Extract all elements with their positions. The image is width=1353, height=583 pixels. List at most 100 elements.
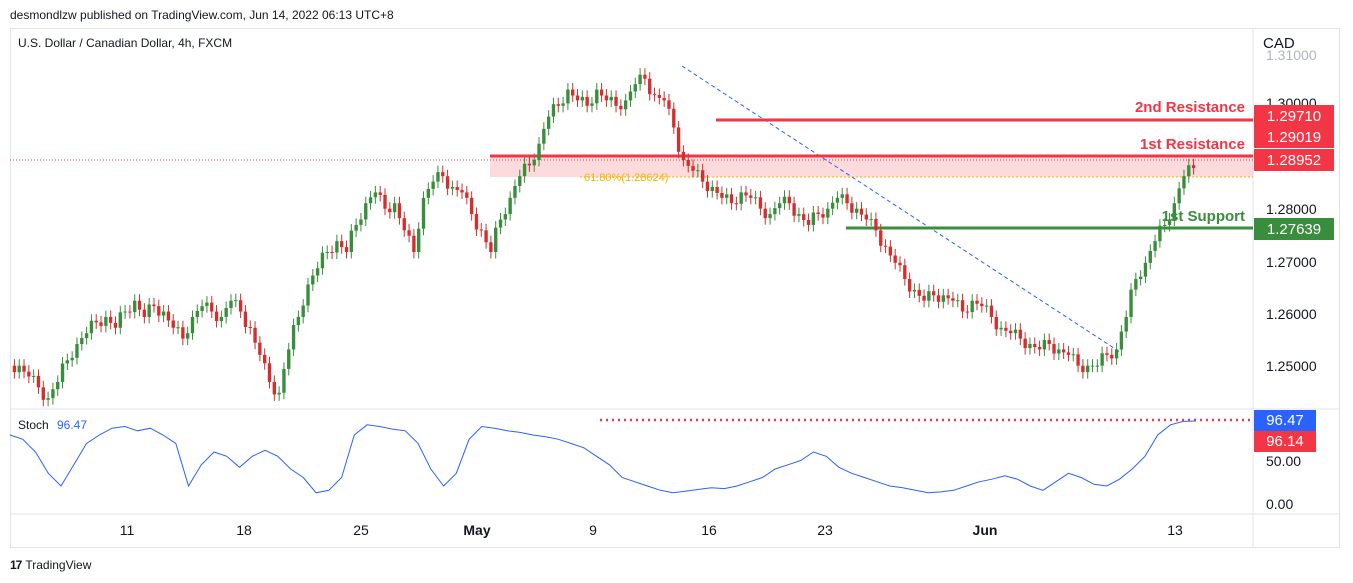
candles-group <box>12 68 1196 407</box>
candle-body <box>662 97 666 101</box>
candle-body <box>1110 354 1114 359</box>
candle-body <box>1023 338 1027 349</box>
candle-body <box>397 203 402 219</box>
candle-body <box>455 187 459 190</box>
candle-body <box>1105 353 1109 355</box>
candle-body <box>474 214 479 230</box>
candle-body <box>1047 339 1051 345</box>
candle-body <box>994 316 998 330</box>
candle-body <box>1134 279 1138 290</box>
candle-body <box>619 105 623 110</box>
candle-body <box>1100 353 1104 366</box>
candle-body <box>89 320 94 334</box>
candle-body <box>580 96 585 101</box>
candle-body <box>465 192 469 198</box>
candle-body <box>518 176 522 186</box>
candle-body <box>171 320 175 328</box>
candle-body <box>1138 276 1143 280</box>
candle-body <box>643 74 647 79</box>
chart-frame <box>10 28 1340 548</box>
candle-body <box>571 89 575 96</box>
candle-body <box>628 91 633 101</box>
candle-body <box>753 197 758 199</box>
time-axis: 11 18 25 May 9 16 23 Jun 13 <box>120 522 1183 538</box>
candle-body <box>657 94 662 98</box>
candle-body <box>383 194 387 209</box>
candle-body <box>445 176 450 189</box>
candle-body <box>84 333 89 339</box>
candle-body <box>176 327 180 329</box>
candle-body <box>859 208 864 215</box>
candle-body <box>503 214 508 220</box>
stoch-tick: 50.00 <box>1266 453 1301 469</box>
candle-body <box>686 159 690 166</box>
candle-body <box>556 104 560 106</box>
candle-body <box>1009 330 1013 334</box>
candle-body <box>826 208 830 218</box>
candle-body <box>725 194 729 198</box>
candle-body <box>229 300 233 309</box>
candle-body <box>845 194 849 204</box>
candle-body <box>118 312 122 328</box>
candle-body <box>575 95 580 101</box>
time-tick: 18 <box>236 522 252 538</box>
candle-body <box>917 289 921 296</box>
candle-body <box>41 387 45 400</box>
candle-body <box>787 196 791 204</box>
candle-body <box>907 279 912 292</box>
candle-body <box>123 311 127 313</box>
candle-body <box>133 300 137 313</box>
candle-body <box>51 389 55 399</box>
candle-body <box>1057 349 1061 354</box>
candle-body <box>36 375 41 388</box>
candle-body <box>1037 347 1042 350</box>
stoch-axis: 50.00 0.00 <box>1266 453 1301 512</box>
candle-body <box>306 284 310 306</box>
candle-body <box>551 104 556 117</box>
stoch-d-badge <box>1254 431 1316 452</box>
time-tick: 13 <box>1167 522 1183 538</box>
candle-body <box>763 208 767 219</box>
candle-body <box>893 255 897 263</box>
candle-body <box>113 322 118 328</box>
candle-body <box>1148 250 1152 263</box>
time-tick: 11 <box>120 522 135 538</box>
candle-body <box>614 96 618 106</box>
candle-body <box>65 360 70 364</box>
time-tick: 9 <box>589 522 597 538</box>
candle-body <box>392 203 397 213</box>
brand-name: TradingView <box>25 558 92 572</box>
candle-body <box>287 349 291 369</box>
candle-body <box>301 305 305 317</box>
candle-body <box>340 241 344 248</box>
stoch-value: 96.47 <box>57 418 87 432</box>
candle-body <box>652 94 657 96</box>
candle-body <box>927 291 931 301</box>
candle-body <box>1114 349 1119 359</box>
candle-body <box>542 128 546 144</box>
candle-body <box>469 197 474 215</box>
candle-body <box>633 84 637 92</box>
resistance-zone <box>490 157 1253 177</box>
candle-body <box>1153 241 1157 251</box>
candle-body <box>1071 354 1075 356</box>
candle-body <box>80 338 84 345</box>
candle-body <box>489 242 493 252</box>
tradingview-brand[interactable]: 17 TradingView <box>10 558 91 572</box>
candle-body <box>922 295 926 301</box>
candle-body <box>599 89 604 96</box>
candle-body <box>932 291 936 296</box>
candle-body <box>291 325 296 350</box>
candle-body <box>311 275 315 285</box>
candle-body <box>946 295 950 299</box>
candle-body <box>349 230 354 252</box>
candle-body <box>879 230 883 246</box>
candle-body <box>99 322 103 326</box>
candle-body <box>205 302 209 307</box>
candle-body <box>720 192 724 198</box>
candle-body <box>546 116 551 129</box>
candle-body <box>744 192 748 196</box>
candle-body <box>729 194 734 204</box>
first-resistance-price: 1.29019 <box>1267 129 1321 146</box>
